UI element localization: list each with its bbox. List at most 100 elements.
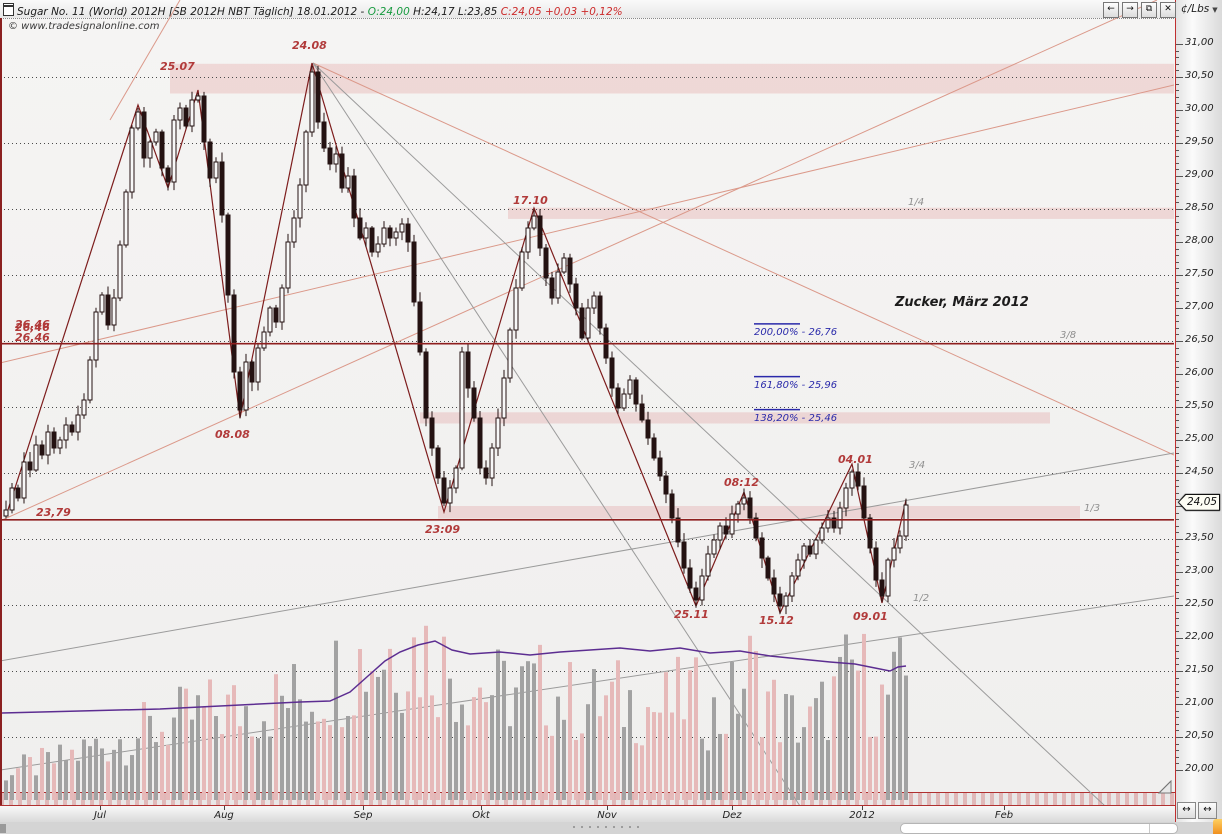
price-axis-tick xyxy=(1176,532,1179,534)
price-axis-tick xyxy=(1176,235,1179,237)
swing-date-label: 08.08 xyxy=(215,428,250,441)
price-axis-tick xyxy=(1176,90,1179,92)
price-axis-tick xyxy=(1176,638,1183,639)
price-axis-tick xyxy=(1176,618,1179,620)
price-axis-tick xyxy=(1176,479,1179,481)
swing-date-label: 04.01 xyxy=(838,453,873,466)
price-axis-tick xyxy=(1176,631,1179,633)
session-stripes xyxy=(0,792,1175,805)
price-axis-tick xyxy=(1176,525,1179,527)
price-axis-tick xyxy=(1176,651,1179,653)
price-axis-tick xyxy=(1176,512,1179,514)
time-axis-tick xyxy=(862,806,863,810)
price-axis-label: 21,50 xyxy=(1185,664,1214,675)
time-axis-label: Sep xyxy=(353,810,373,821)
price-axis-tick xyxy=(1176,459,1179,461)
plot-resize-handle[interactable] xyxy=(1156,780,1172,794)
close-button[interactable]: ✕ xyxy=(1160,2,1176,18)
gann-fraction-label: 1/3 xyxy=(1084,503,1101,514)
dock-dot xyxy=(589,826,591,828)
title-instrument: Sugar No. 11 (World) 2012H [SB 2012H NBT… xyxy=(17,6,368,18)
forward-button[interactable]: → xyxy=(1122,2,1138,18)
fib-extension-label: 161,80% - 25,96 xyxy=(754,379,838,391)
price-axis-tick xyxy=(1176,57,1179,59)
dock-dot xyxy=(637,826,639,828)
time-axis-label: Nov xyxy=(597,810,617,821)
price-axis-tick xyxy=(1176,327,1179,329)
dock-dot xyxy=(629,826,631,828)
level-price-label: 26,46 xyxy=(15,318,50,331)
price-axis-tick xyxy=(1176,215,1179,217)
price-axis-tick xyxy=(1176,558,1179,560)
price-axis-label: 21,00 xyxy=(1185,697,1214,708)
price-axis-label: 29,00 xyxy=(1185,169,1214,180)
chart-title-bar[interactable]: Sugar No. 11 (World) 2012H [SB 2012H NBT… xyxy=(0,0,1222,19)
price-axis-label: 25,00 xyxy=(1185,433,1214,444)
price-axis-tick xyxy=(1176,176,1183,177)
price-axis-tick xyxy=(1176,222,1179,224)
time-axis-tick xyxy=(481,806,482,810)
price-axis-tick xyxy=(1176,737,1183,738)
back-button[interactable]: ← xyxy=(1103,2,1119,18)
price-axis-tick xyxy=(1176,44,1183,45)
pan-right-button[interactable]: ↔ xyxy=(1198,802,1217,819)
price-axis-tick xyxy=(1176,83,1179,85)
title-close-change: C:24,05 +0,03 +0,12% xyxy=(500,6,623,18)
price-axis-tick xyxy=(1176,598,1179,600)
price-axis-tick xyxy=(1176,143,1183,144)
price-axis-tick xyxy=(1176,743,1179,745)
price-axis-tick xyxy=(1176,374,1183,375)
restore-button[interactable]: ⧉ xyxy=(1141,2,1157,18)
price-axis-tick xyxy=(1176,644,1179,646)
window-icon xyxy=(3,3,14,16)
axis-pan-controls: ↔ ↔ xyxy=(1177,802,1217,819)
chevron-down-icon: ▼ xyxy=(1212,6,1218,14)
price-axis-tick xyxy=(1176,664,1179,666)
price-axis-label: 28,00 xyxy=(1185,235,1214,246)
price-axis-tick xyxy=(1176,261,1179,263)
axis-unit-label: ¢/Lbs xyxy=(1181,3,1210,15)
price-axis-tick xyxy=(1176,611,1179,613)
price-axis-tick xyxy=(1176,605,1183,606)
time-axis-label: Okt xyxy=(472,810,490,821)
price-axis-tick xyxy=(1176,763,1179,765)
axis-unit-selector[interactable]: ¢/Lbs ▼ xyxy=(1181,3,1218,15)
current-price-value: 24,05 xyxy=(1187,495,1218,508)
dock-drag-handle[interactable] xyxy=(573,826,639,828)
gann-fraction-label: 1/2 xyxy=(913,593,930,604)
price-axis[interactable]: ¢/Lbs ▼ 24,05 31,00 30,50 30,00 29,50 29,00 28… xyxy=(1175,0,1222,822)
chart-plot-area[interactable] xyxy=(0,18,1175,792)
price-axis-tick xyxy=(1176,50,1179,52)
time-axis-tick xyxy=(224,806,225,810)
price-axis-tick xyxy=(1176,156,1179,158)
time-axis-tick xyxy=(1004,806,1005,810)
price-axis-tick xyxy=(1176,354,1179,356)
price-axis-tick xyxy=(1176,756,1179,758)
price-axis-tick xyxy=(1176,288,1179,290)
instrument-note-label: Zucker, März 2012 xyxy=(895,295,1029,310)
price-axis-tick xyxy=(1176,413,1179,415)
price-axis-tick xyxy=(1176,770,1183,771)
pan-left-button[interactable]: ↔ xyxy=(1177,802,1196,819)
price-axis-tick xyxy=(1176,96,1179,98)
price-axis-tick xyxy=(1176,492,1179,494)
swing-date-label: 17.10 xyxy=(513,194,548,207)
time-axis-label: 2012 xyxy=(849,810,875,821)
price-axis-tick xyxy=(1176,360,1179,362)
price-axis-tick xyxy=(1176,189,1179,191)
price-axis-tick xyxy=(1176,63,1179,65)
price-axis-label: 23,00 xyxy=(1185,565,1214,576)
time-axis[interactable]: Jul Aug Sep Okt Nov Dez 2012 Feb xyxy=(0,805,1175,823)
price-axis-tick xyxy=(1176,506,1183,507)
time-axis-label: Aug xyxy=(214,810,234,821)
time-axis-label: Feb xyxy=(994,810,1014,821)
price-axis-tick xyxy=(1176,294,1179,296)
time-axis-label: Dez xyxy=(722,810,742,821)
gann-fraction-label: 3/8 xyxy=(1060,330,1077,341)
current-price-badge: 24,05 xyxy=(1178,493,1220,511)
price-axis-label: 24,50 xyxy=(1185,466,1214,477)
fib-extension-label: 138,20% - 25,46 xyxy=(754,412,838,424)
price-axis-tick xyxy=(1176,400,1179,402)
horizontal-scrollbar[interactable] xyxy=(900,823,1178,834)
price-axis-tick xyxy=(1176,499,1179,501)
